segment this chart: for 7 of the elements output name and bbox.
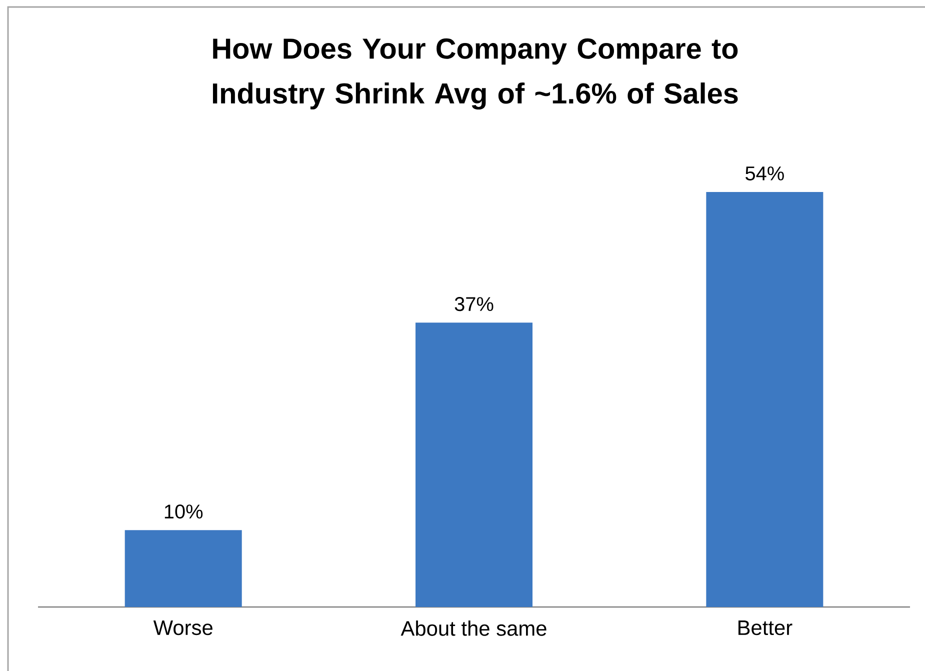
x-tick-label: About the same [400, 620, 546, 636]
data-label: 54% [746, 166, 784, 180]
chart-title: How Does Your Company Compare to Industry Shrink Avg of ~1.6% of Sales [212, 38, 738, 110]
data-label: 10% [164, 504, 203, 519]
data-label: 37% [454, 297, 494, 312]
x-tick-label: Better [738, 620, 792, 636]
x-tick-label: Worse [153, 620, 212, 636]
